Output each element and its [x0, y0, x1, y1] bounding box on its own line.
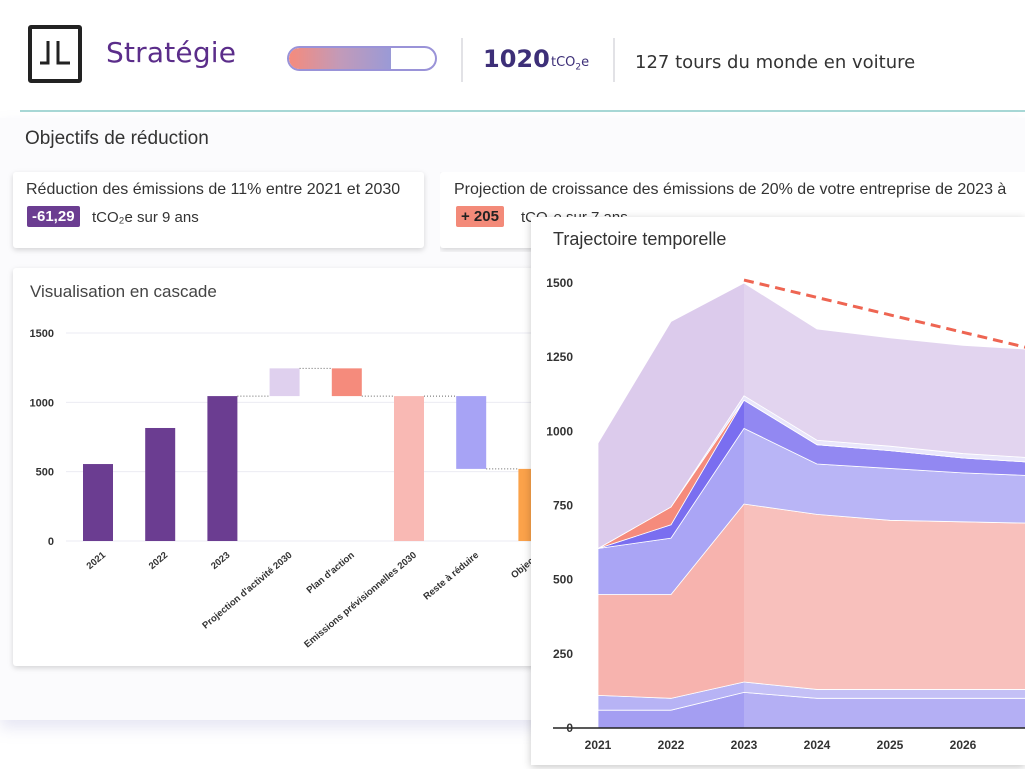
trajectory-ytick-label: 1500	[546, 276, 573, 290]
trajectory-chart-title: Trajectoire temporelle	[553, 229, 727, 249]
trajectory-xtick-label: 2023	[731, 738, 758, 752]
trajectory-xtick-label: 2024	[804, 738, 831, 752]
cascade-ytick-label: 500	[36, 467, 54, 479]
trajectory-card: Trajectoire temporelle 0 250 500 750 1000 125…	[531, 217, 1025, 765]
emissions-equivalence: 127 tours du monde en voiture	[635, 52, 916, 73]
total-emissions-value: 1020	[483, 45, 550, 73]
header-separator	[461, 38, 463, 82]
cascade-ytick-label: 0	[48, 536, 54, 548]
trajectory-ytick-label: 1000	[546, 424, 573, 438]
cascade-bar	[394, 396, 424, 541]
cascade-bar	[331, 368, 362, 397]
objective-growth-text: Projection de croissance des émissions d…	[454, 181, 1007, 198]
trajectory-projection-overlay	[744, 273, 1025, 728]
cascade-bar	[207, 396, 238, 541]
cascade-xtick-label: 2021	[85, 549, 109, 571]
trajectory-ytick-label: 0	[566, 721, 573, 735]
cascade-xtick-label: 2022	[147, 550, 170, 572]
cascade-bar	[83, 464, 113, 541]
trajectory-objective-line	[743, 278, 1025, 349]
trajectory-chart: 0 250 500 750 1000 1250 1500 2021 2022 2023 2024 20…	[546, 273, 1025, 752]
cascade-ytick-label: 1500	[30, 328, 54, 340]
page-title: Stratégie	[106, 36, 237, 69]
trajectory-xtick-label: 2021	[585, 738, 612, 752]
cascade-bar	[145, 427, 176, 541]
emissions-gauge-fill	[289, 48, 392, 69]
total-emissions-unit: tCO2e	[551, 55, 590, 73]
trajectory-ytick-label: 500	[553, 573, 573, 587]
cascade-chart-title: Visualisation en cascade	[30, 282, 217, 301]
cascade-bar	[456, 396, 487, 469]
cascade-xtick-label: Plan d'action	[305, 550, 357, 596]
trajectory-ytick-label: 1250	[546, 350, 573, 364]
app-logo	[28, 25, 82, 83]
emissions-gauge	[287, 46, 437, 71]
objective-card-reduction[interactable]: Réduction des émissions de 11% entre 202…	[13, 172, 424, 248]
trajectory-area	[597, 282, 1025, 550]
trajectory-ytick-label: 250	[553, 647, 573, 661]
header-divider	[20, 110, 1025, 112]
trajectory-xtick-label: 2022	[658, 738, 685, 752]
growth-badge: + 205	[456, 206, 504, 227]
reduction-badge: -61,29	[27, 206, 80, 227]
objective-reduction-text: Réduction des émissions de 11% entre 202…	[26, 181, 401, 198]
cascade-ytick-label: 1000	[30, 397, 54, 409]
cascade-bar	[269, 368, 300, 397]
trajectory-ytick-label: 750	[553, 499, 573, 513]
reduction-detail: tCO₂e sur 9 ans	[92, 209, 199, 226]
trajectory-xtick-label: 2026	[950, 738, 977, 752]
trajectory-xtick-label: 2025	[877, 738, 904, 752]
cascade-xtick-label: Emissions prévisionnelles 2030	[302, 550, 419, 650]
objectives-title: Objectifs de réduction	[25, 128, 209, 149]
cascade-xtick-label: Reste à réduire	[421, 550, 481, 603]
cascade-xtick-label: 2023	[209, 550, 232, 572]
header-separator	[613, 38, 615, 82]
